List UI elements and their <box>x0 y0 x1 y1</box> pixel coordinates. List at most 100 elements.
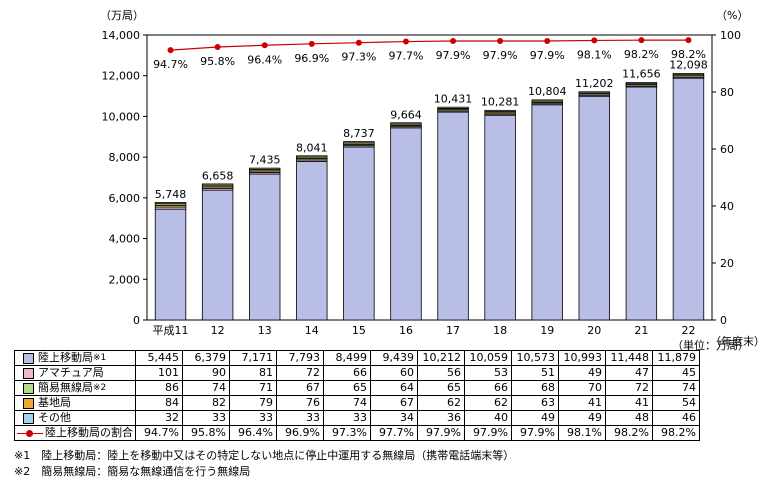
ratio-point <box>497 37 504 44</box>
table-row: 基地局 84 82 79 76 74 67 62 62 63 41 41 54 <box>14 395 700 411</box>
bar-segment <box>672 73 705 76</box>
series-name: 陸上移動局の割合 <box>45 426 133 439</box>
ratio-label: 98.1% <box>577 48 612 61</box>
table-cell: 70 <box>558 380 606 396</box>
table-cell: 5,445 <box>135 350 183 366</box>
series-label-cell: アマチュア局 <box>14 365 136 381</box>
x-tick-label: 12 <box>211 324 225 337</box>
y-right-tick-label: 0 <box>720 314 727 327</box>
x-tick-label: 15 <box>352 324 366 337</box>
table-cell: 97.9% <box>417 425 465 441</box>
table-cell: 11,448 <box>605 350 653 366</box>
table-row: 陸上移動局※1 5,445 6,379 7,171 7,793 8,499 9,439 10,… <box>14 350 700 366</box>
y-left-tick-label: 12,000 <box>102 70 141 83</box>
table-cell: 56 <box>417 365 465 381</box>
bar-segment <box>390 122 422 125</box>
y-right-unit-label: （%） <box>716 9 748 22</box>
series-name: 簡易無線局 <box>38 381 93 394</box>
bar-segment <box>154 208 187 321</box>
table-cell: 49 <box>558 410 606 426</box>
y-left-tick-label: 14,000 <box>102 29 141 42</box>
bar-segment <box>531 104 563 321</box>
table-cell: 79 <box>229 395 277 411</box>
table-cell: 33 <box>276 410 324 426</box>
ratio-point <box>685 37 692 44</box>
table-cell: 65 <box>417 380 465 396</box>
table-cell: 9,439 <box>370 350 418 366</box>
series-label-cell: 簡易無線局※2 <box>14 380 136 396</box>
ratio-point <box>450 37 457 44</box>
ratio-label: 95.8% <box>200 55 235 68</box>
table-row: その他 32 33 33 33 33 34 36 40 49 49 48 46 <box>14 410 700 426</box>
y-right-tick-label: 80 <box>720 86 734 99</box>
table-cell: 45 <box>652 365 700 381</box>
y-right-tick-label: 60 <box>720 143 734 156</box>
table-cell: 66 <box>323 365 371 381</box>
table-cell: 71 <box>229 380 277 396</box>
table-cell: 96.4% <box>229 425 277 441</box>
table-cell: 40 <box>464 410 512 426</box>
table-cell: 64 <box>370 380 418 396</box>
table-cell: 36 <box>417 410 465 426</box>
table-cell: 67 <box>370 395 418 411</box>
bar-segment <box>484 114 516 321</box>
table-cell: 74 <box>182 380 230 396</box>
bar-segment <box>296 155 328 158</box>
table-cell: 97.3% <box>323 425 371 441</box>
bar-segment <box>578 95 610 321</box>
table-cell: 8,499 <box>323 350 371 366</box>
bar-segment <box>531 99 563 102</box>
table-cell: 101 <box>135 365 183 381</box>
series-label-cell: 基地局 <box>14 395 136 411</box>
y-left-unit-label: （万局） <box>100 9 144 22</box>
bar-segment <box>484 109 516 112</box>
ratio-point <box>638 37 645 44</box>
bar-segment <box>249 167 281 170</box>
footnote-1: ※1 陸上移動局：陸上を移動中又はその特定しない地点に停止中運用する無線局（携帯… <box>14 449 515 462</box>
y-right-tick-label: 20 <box>720 257 734 270</box>
series-note: ※1 <box>93 353 107 363</box>
ratio-label: 97.9% <box>483 49 518 62</box>
table-cell: 48 <box>605 410 653 426</box>
x-tick-label: 18 <box>493 324 507 337</box>
series-name: 陸上移動局 <box>38 351 93 364</box>
ratio-label: 97.9% <box>436 49 471 62</box>
legend-swatch <box>23 367 34 379</box>
bar-segment <box>343 141 375 144</box>
table-cell: 98.1% <box>558 425 606 441</box>
x-tick-label: 14 <box>305 324 319 337</box>
table-cell: 84 <box>135 395 183 411</box>
footnote-2: ※2 簡易無線局：簡易な無線通信を行う無線局 <box>14 465 251 478</box>
table-cell: 49 <box>511 410 559 426</box>
x-tick-label: 22 <box>681 324 695 337</box>
table-cell: 7,171 <box>229 350 277 366</box>
table-cell: 97.9% <box>464 425 512 441</box>
bar-total-label: 7,435 <box>249 154 281 167</box>
table-row: アマチュア局 101 90 81 72 66 60 56 53 51 49 47 45 <box>14 365 700 381</box>
ratio-line <box>170 39 689 51</box>
legend-swatch <box>23 352 34 364</box>
series-note: ※2 <box>93 383 107 393</box>
bar-total-label: 12,098 <box>669 59 708 72</box>
table-cell: 41 <box>605 395 653 411</box>
y-left-tick-label: 8,000 <box>109 151 141 164</box>
bar-segment <box>390 127 422 321</box>
table-cell: 62 <box>417 395 465 411</box>
table-cell: 32 <box>135 410 183 426</box>
x-tick-label: 17 <box>446 324 460 337</box>
bar-total-label: 11,202 <box>575 77 614 90</box>
table-row: 簡易無線局※2 86 74 71 67 65 64 65 66 68 70 72 74 <box>14 380 700 396</box>
table-cell: 94.7% <box>135 425 183 441</box>
table-cell: 65 <box>323 380 371 396</box>
y-right-tick-label: 40 <box>720 200 734 213</box>
bar-total-label: 10,804 <box>528 85 567 98</box>
chart: 0 2,000 4,000 6,000 8,000 10,000 12,000 14,000 0… <box>100 9 765 348</box>
ratio-label: 98.2% <box>624 48 659 61</box>
table-cell: 66 <box>464 380 512 396</box>
footnotes: ※1 陸上移動局：陸上を移動中又はその特定しない地点に停止中運用する無線局（携帯… <box>14 448 514 480</box>
y-left-tick-label: 4,000 <box>109 233 141 246</box>
table-cell: 81 <box>229 365 277 381</box>
ratio-point <box>402 38 409 45</box>
bar-segment <box>201 183 234 186</box>
bar-segment <box>578 91 610 94</box>
